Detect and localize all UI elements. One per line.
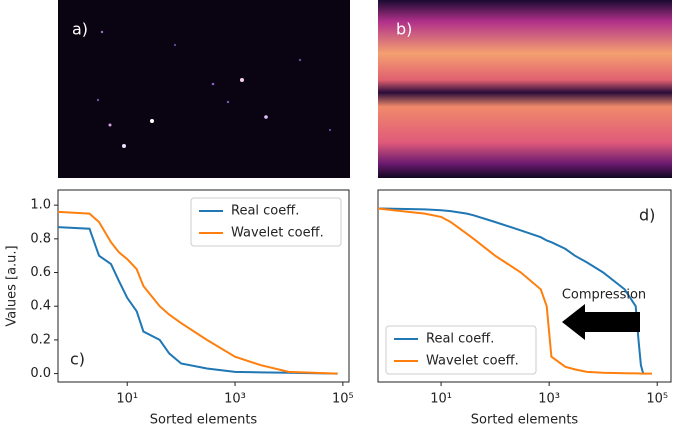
y-tick-label: 0.0: [30, 366, 51, 381]
annotation: Compression: [562, 288, 646, 303]
image-a: [58, 0, 350, 178]
x-axis-label: Sorted elements: [150, 413, 258, 428]
legend-label: Wavelet coeff.: [426, 354, 519, 369]
panel-label: d): [639, 206, 655, 225]
x-axis-label: Sorted elements: [471, 413, 579, 428]
series-line: [377, 207, 645, 374]
series-line: [57, 210, 338, 375]
x-tick-label: 10⁵: [646, 392, 668, 407]
x-tick-label: 10³: [224, 392, 246, 407]
legend-label: Real coeff.: [426, 332, 494, 347]
axes-frame: [57, 189, 350, 383]
image-b: [378, 0, 672, 178]
legend-label: Real coeff.: [231, 204, 299, 219]
y-axis-label: Values [a.u.]: [5, 245, 20, 326]
y-tick-label: 0.4: [30, 299, 51, 314]
series-line: [57, 226, 338, 375]
y-tick-label: 0.6: [30, 265, 51, 280]
x-tick-label: 10³: [538, 392, 560, 407]
series-line: [377, 207, 652, 375]
y-tick-label: 1.0: [30, 198, 51, 213]
panel-label: a): [72, 20, 88, 39]
legend-label: Wavelet coeff.: [231, 226, 324, 241]
axes-frame: [377, 189, 672, 383]
x-tick-label: 10⁵: [332, 392, 354, 407]
y-tick-label: 0.8: [30, 231, 51, 246]
legend-box: [385, 325, 537, 375]
annotation-arrow: [562, 304, 640, 340]
panel-label: c): [70, 350, 85, 369]
legend-box: [190, 197, 342, 247]
x-tick-label: 10¹: [430, 392, 452, 407]
x-tick-label: 10¹: [116, 392, 138, 407]
panel-label: b): [396, 20, 412, 39]
y-tick-label: 0.2: [30, 332, 51, 347]
